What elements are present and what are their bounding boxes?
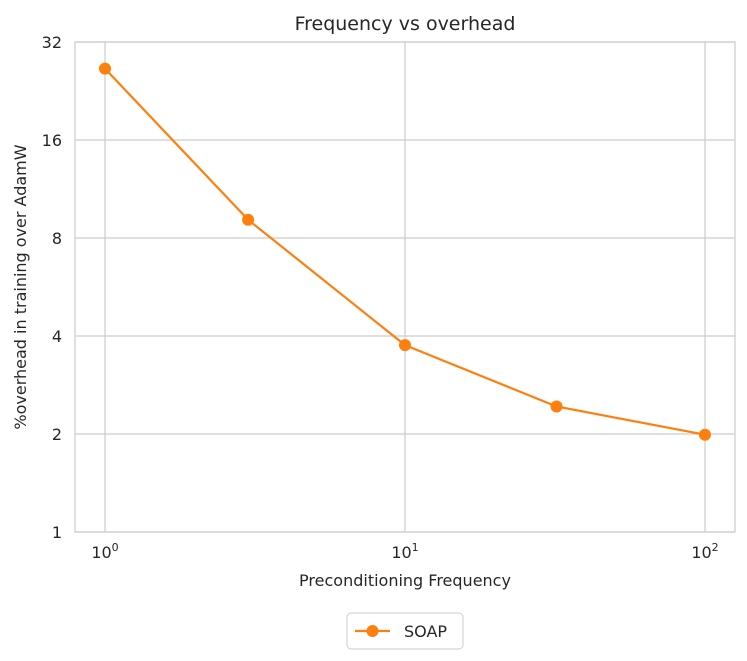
data-point-soap-4 — [699, 428, 711, 441]
y-tick-label-3: 8 — [52, 229, 62, 248]
y-tick-label-2: 4 — [52, 327, 62, 346]
legend-marker-soap — [366, 625, 379, 637]
legend-frame — [346, 612, 464, 650]
y-axis-label: %overhead in training over AdamW — [11, 144, 30, 429]
x-axis-label: Preconditioning Frequency — [299, 571, 511, 590]
legend: SOAP — [346, 612, 464, 650]
x-tick-label-0: 100 — [91, 541, 118, 562]
y-tick-labels: 1 2 4 8 16 32 — [42, 33, 62, 542]
x-tick-label-1: 101 — [391, 541, 418, 562]
plot-frame — [74, 41, 736, 533]
x-tick-labels: 100 101 102 — [91, 541, 718, 562]
y-tick-label-5: 32 — [42, 33, 62, 52]
legend-label-soap: SOAP — [404, 622, 447, 641]
data-point-soap-1 — [242, 213, 255, 226]
series-layer — [99, 62, 711, 441]
data-point-soap-3 — [550, 400, 563, 413]
x-tick-label-2: 102 — [691, 541, 718, 562]
data-point-soap-2 — [399, 339, 411, 352]
data-point-soap-0 — [99, 62, 111, 75]
y-tick-label-0: 1 — [52, 523, 62, 542]
y-tick-label-4: 16 — [42, 131, 62, 150]
y-tick-label-1: 2 — [52, 425, 62, 444]
chart-title: Frequency vs overhead — [295, 13, 516, 35]
